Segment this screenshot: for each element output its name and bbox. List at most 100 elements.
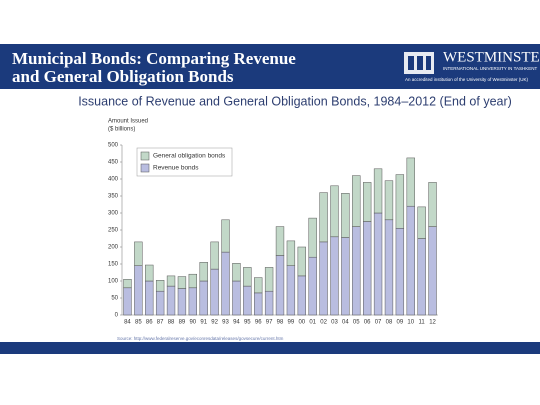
legend-box [136, 147, 233, 177]
bar-segment [254, 292, 263, 316]
bar-segment [428, 226, 437, 316]
bar-segment [243, 267, 252, 287]
x-tick-label: 90 [189, 320, 196, 326]
bar-segment [286, 240, 296, 266]
bar-segment [406, 205, 415, 316]
y-tick-label: 100 [108, 279, 119, 285]
bar-segment [417, 206, 426, 239]
bar-segment [123, 279, 132, 289]
x-tick-label: 08 [386, 320, 393, 326]
x-tick-label: 04 [342, 320, 349, 326]
bar-segment [123, 287, 132, 316]
legend-label: General obligation bonds [153, 153, 226, 160]
footer-band [0, 342, 540, 354]
x-tick-label: 11 [419, 320, 426, 326]
bar-segment [384, 219, 394, 316]
x-tick-label: 85 [135, 320, 142, 326]
slide-title: and General Obligation Bonds [12, 67, 234, 86]
bar-segment [395, 174, 405, 229]
legend-swatch [140, 151, 150, 161]
bar-segment [297, 275, 306, 316]
y-tick-label: 0 [115, 313, 119, 319]
y-tick-label: 300 [108, 211, 119, 217]
legend-swatch [140, 163, 150, 173]
y-tick-label: 50 [111, 296, 118, 302]
bar-segment [221, 219, 230, 253]
bar-segment [210, 241, 219, 270]
bar-segment [373, 212, 383, 316]
y-axis-label: ($ billions) [108, 127, 135, 133]
bar-segment [319, 192, 328, 243]
x-tick-label: 98 [277, 320, 284, 326]
bar-segment [254, 277, 263, 294]
bar-segment [188, 273, 198, 289]
logo-icon [404, 52, 434, 74]
logo-note: An accredited institution of the Univers… [405, 77, 528, 82]
legend-label: Revenue bonds [153, 165, 199, 172]
bar-segment [264, 267, 274, 292]
bar-segment [221, 251, 230, 316]
x-tick-label: 10 [407, 320, 414, 326]
x-tick-label: 96 [255, 320, 262, 326]
bar-segment [308, 256, 317, 316]
bar-segment [145, 280, 154, 316]
bar-segment [308, 217, 317, 258]
x-tick-label: 92 [211, 320, 218, 326]
logo-name: WESTMINSTER [443, 49, 540, 65]
y-tick-label: 200 [108, 245, 119, 251]
bar-segment [155, 280, 165, 292]
bar-segment [210, 268, 219, 316]
x-tick-label: 99 [288, 320, 295, 326]
bar-segment [341, 193, 350, 238]
y-tick-label: 350 [108, 194, 119, 200]
bar-segment [134, 265, 143, 316]
y-tick-label: 500 [108, 143, 119, 149]
bar-segment [264, 290, 274, 316]
bar-segment [166, 275, 176, 287]
y-tick-label: 250 [108, 228, 119, 234]
x-tick-label: 02 [320, 320, 327, 326]
bar-segment [352, 226, 361, 316]
x-tick-label: 05 [353, 320, 360, 326]
x-tick-label: 88 [168, 320, 175, 326]
bar-segment [352, 175, 361, 227]
x-tick-label: 89 [179, 320, 186, 326]
bar-segment [275, 226, 285, 256]
x-tick-label: 06 [364, 320, 371, 326]
x-tick-label: 01 [309, 320, 316, 326]
bar-segment [145, 264, 154, 282]
logo-subname: INTERNATIONAL UNIVERSITY IN TASHKENT [443, 66, 538, 71]
x-tick-label: 00 [298, 320, 305, 326]
bar-segment [166, 285, 176, 316]
bar-segment [406, 157, 415, 207]
bar-segment [362, 182, 372, 222]
x-tick-label: 86 [146, 320, 153, 326]
y-tick-label: 150 [108, 262, 119, 268]
x-tick-label: 03 [331, 320, 338, 326]
x-tick-label: 91 [200, 320, 207, 326]
header-band [0, 44, 540, 89]
x-tick-label: 95 [244, 320, 251, 326]
bar-segment [134, 241, 143, 266]
chart-title: Issuance of Revenue and General Obligati… [78, 94, 512, 108]
bar-segment [188, 287, 198, 316]
x-tick-label: 87 [157, 320, 164, 326]
x-tick-label: 09 [397, 320, 404, 326]
bar-segment [177, 276, 187, 289]
bar-segment [275, 255, 285, 316]
x-tick-label: 97 [266, 320, 273, 326]
bar-segment [384, 180, 394, 221]
x-tick-label: 94 [233, 320, 240, 326]
y-tick-label: 400 [108, 177, 119, 183]
bar-segment [428, 182, 437, 227]
bar-segment [155, 290, 165, 316]
bar-segment [297, 246, 306, 277]
x-tick-label: 12 [429, 320, 436, 326]
x-tick-label: 07 [375, 320, 382, 326]
bar-segment [330, 185, 339, 238]
bar-segment [243, 285, 252, 316]
bar-segment [199, 262, 208, 282]
bar-segment [330, 236, 339, 316]
x-tick-label: 84 [124, 320, 131, 326]
